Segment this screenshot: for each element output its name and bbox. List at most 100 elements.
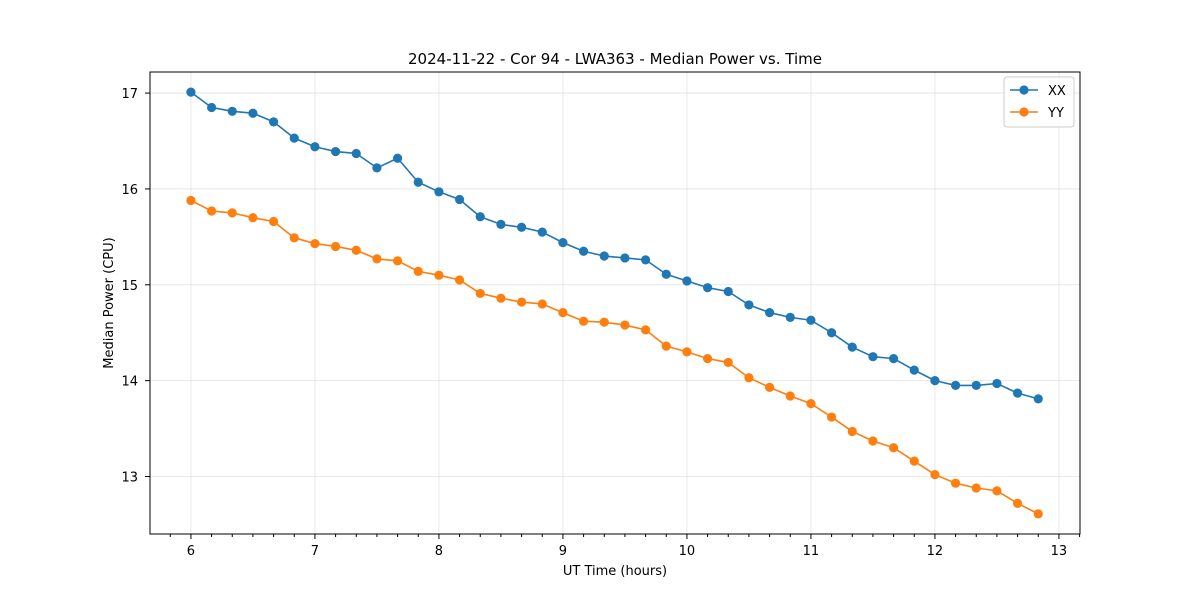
data-point-yy bbox=[744, 373, 754, 383]
data-point-yy bbox=[868, 436, 878, 446]
data-point-xx bbox=[578, 246, 589, 256]
data-point-yy bbox=[413, 266, 423, 276]
data-point-yy bbox=[702, 353, 713, 364]
data-point-yy bbox=[764, 382, 775, 392]
data-point-yy bbox=[599, 317, 609, 327]
data-point-yy bbox=[888, 443, 899, 453]
data-point-xx bbox=[392, 153, 403, 163]
data-point-yy bbox=[351, 245, 361, 255]
data-point-yy bbox=[578, 316, 589, 326]
data-point-yy bbox=[310, 238, 320, 249]
data-point-xx bbox=[909, 365, 919, 375]
x-tick-label: 6 bbox=[187, 544, 195, 559]
y-tick-label: 17 bbox=[121, 87, 138, 102]
series-layer bbox=[186, 87, 1043, 519]
grid bbox=[150, 72, 1080, 534]
data-point-xx bbox=[888, 353, 899, 364]
legend: XX YY bbox=[1003, 76, 1075, 128]
data-point-yy bbox=[268, 216, 279, 227]
x-tick-label: 13 bbox=[1051, 544, 1068, 559]
data-point-xx bbox=[206, 102, 217, 113]
data-point-xx bbox=[1012, 388, 1023, 398]
data-point-yy bbox=[950, 478, 961, 488]
x-tick-label: 9 bbox=[559, 544, 567, 559]
data-point-xx bbox=[826, 328, 837, 338]
axis-ticks: 6 7 8 9 10 11 12 13 13 14 15 16 17 bbox=[121, 87, 1081, 559]
data-point-xx bbox=[599, 251, 609, 261]
data-point-yy bbox=[909, 456, 919, 466]
data-point-yy bbox=[516, 297, 527, 307]
data-point-yy bbox=[454, 275, 465, 285]
data-point-xx bbox=[806, 315, 816, 325]
data-point-yy bbox=[847, 426, 857, 437]
data-point-yy bbox=[392, 256, 403, 266]
data-point-yy bbox=[186, 195, 196, 206]
data-point-yy bbox=[661, 341, 671, 351]
data-point-xx bbox=[454, 194, 465, 205]
data-point-xx bbox=[372, 163, 382, 173]
data-point-yy bbox=[723, 357, 733, 368]
data-point-xx bbox=[764, 307, 775, 318]
x-tick-label: 12 bbox=[927, 544, 944, 559]
data-point-xx bbox=[620, 253, 630, 263]
data-point-xx bbox=[475, 212, 485, 222]
legend-label-yy: YY bbox=[1047, 106, 1064, 121]
data-point-xx bbox=[537, 227, 547, 237]
y-tick-label: 14 bbox=[121, 375, 138, 390]
plot-frame bbox=[149, 71, 1081, 535]
data-point-yy bbox=[496, 293, 506, 303]
data-point-xx bbox=[248, 108, 258, 118]
data-point-xx bbox=[971, 380, 981, 391]
x-tick-label: 7 bbox=[311, 544, 319, 559]
data-point-xx bbox=[723, 286, 733, 297]
data-point-xx bbox=[227, 106, 237, 116]
data-point-xx bbox=[744, 300, 754, 310]
data-point-yy bbox=[537, 299, 547, 309]
data-point-yy bbox=[372, 254, 382, 264]
data-point-yy bbox=[785, 391, 795, 401]
x-tick-label: 8 bbox=[435, 544, 443, 559]
data-point-yy bbox=[640, 325, 651, 335]
data-point-xx bbox=[868, 352, 878, 362]
data-point-yy bbox=[930, 469, 940, 480]
data-point-xx bbox=[516, 222, 527, 232]
data-point-xx bbox=[992, 378, 1002, 389]
data-point-xx bbox=[310, 142, 320, 152]
data-point-yy bbox=[434, 270, 444, 280]
data-point-xx bbox=[351, 148, 361, 159]
data-point-yy bbox=[682, 347, 692, 357]
y-tick-label: 13 bbox=[121, 470, 138, 485]
data-point-xx bbox=[434, 187, 444, 197]
data-point-yy bbox=[248, 213, 258, 223]
data-point-xx bbox=[640, 255, 651, 265]
data-point-xx bbox=[186, 87, 196, 97]
data-point-yy bbox=[289, 233, 299, 243]
y-axis-label: Median Power (CPU) bbox=[102, 237, 117, 368]
y-tick-label: 15 bbox=[121, 279, 138, 294]
data-point-yy bbox=[558, 307, 568, 318]
data-point-xx bbox=[682, 276, 692, 286]
data-point-xx bbox=[330, 146, 341, 157]
x-tick-label: 11 bbox=[803, 544, 820, 559]
data-point-xx bbox=[496, 219, 506, 230]
y-tick-label: 16 bbox=[121, 183, 138, 198]
x-axis-label: UT Time (hours) bbox=[563, 564, 667, 579]
data-point-xx bbox=[1033, 394, 1043, 404]
legend-marker-yy bbox=[1019, 107, 1029, 117]
data-point-yy bbox=[227, 208, 237, 218]
data-point-xx bbox=[289, 133, 299, 143]
data-point-xx bbox=[785, 312, 795, 322]
legend-marker-xx bbox=[1019, 85, 1029, 95]
x-tick-label: 10 bbox=[679, 544, 696, 559]
data-point-xx bbox=[702, 283, 713, 293]
data-point-xx bbox=[413, 177, 423, 187]
data-point-yy bbox=[475, 288, 485, 299]
data-point-yy bbox=[971, 483, 981, 493]
data-point-xx bbox=[558, 238, 568, 248]
data-point-yy bbox=[992, 486, 1002, 496]
data-point-xx bbox=[661, 269, 671, 279]
data-point-xx bbox=[847, 342, 857, 352]
data-point-yy bbox=[1033, 509, 1043, 519]
